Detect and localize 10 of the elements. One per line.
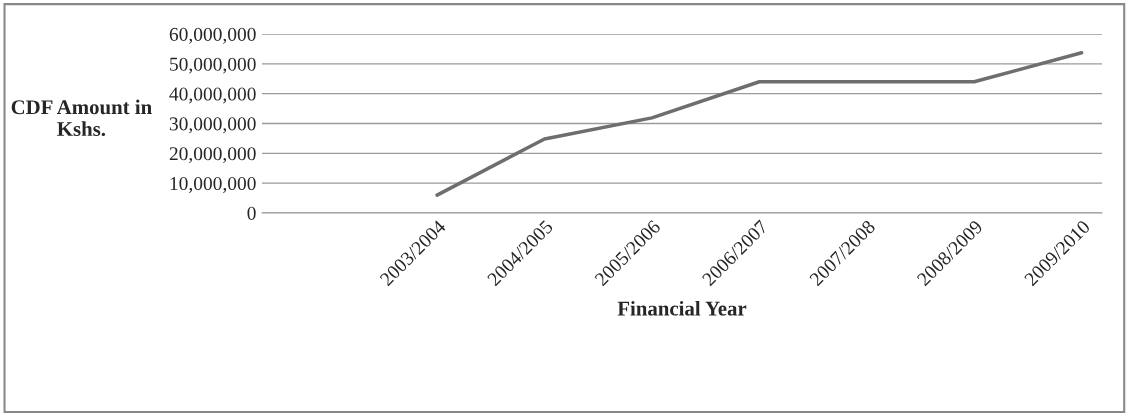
y-tick-label: 60,000,000 <box>169 27 256 44</box>
y-tick-label: 50,000,000 <box>170 57 256 74</box>
y-tick-label: 0 <box>247 206 256 220</box>
y-tick-label: 30,000,000 <box>169 117 256 134</box>
y-tick-label: 10,000,000 <box>170 176 256 193</box>
y-tick-label: 40,000,000 <box>169 87 256 104</box>
line-series <box>435 51 1084 197</box>
y-tick-label: 20,000,000 <box>169 147 256 164</box>
y-axis-title: CDF Amount in Kshs. <box>11 99 152 137</box>
x-axis-title: Financial Year <box>617 300 747 316</box>
